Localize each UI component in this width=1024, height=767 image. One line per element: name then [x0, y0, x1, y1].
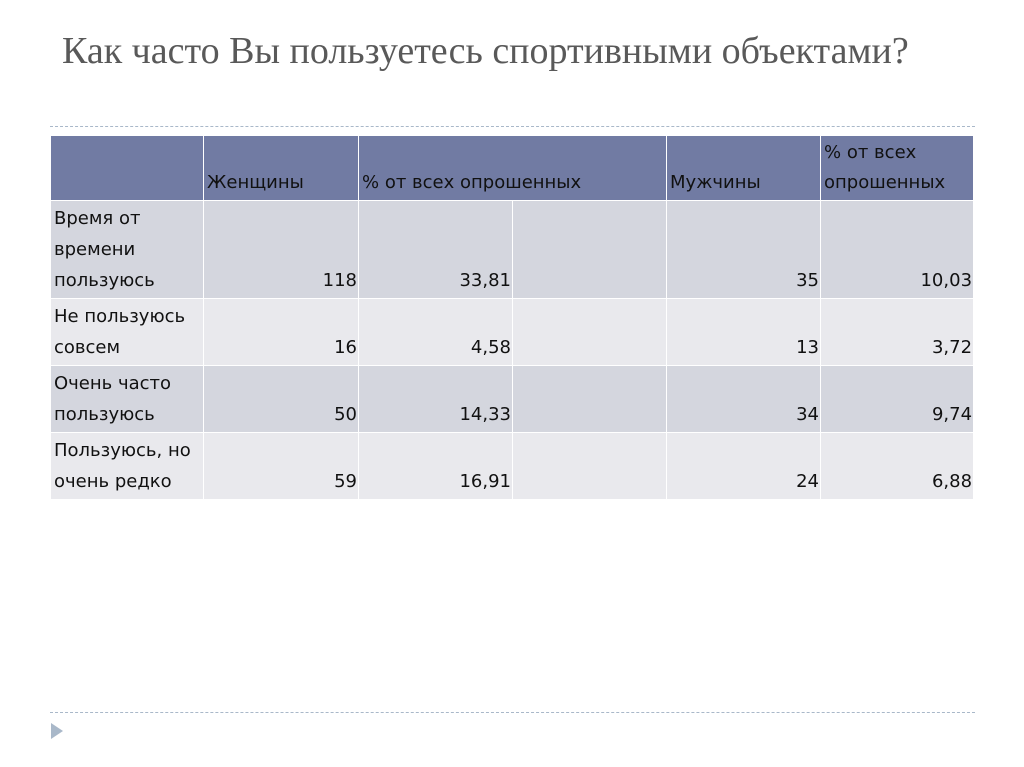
row-label: Очень часто пользуюсь: [50, 365, 204, 433]
header-cell: Женщины: [203, 135, 359, 201]
table-row: Очень часто пользуюсь 50 14,33 34 9,74: [50, 365, 975, 433]
value-cell: 59: [203, 432, 359, 500]
row-label: Пользуюсь, но очень редко: [50, 432, 204, 500]
header-cell: % от всех опрошенных: [820, 135, 975, 201]
value-cell: 24: [666, 432, 822, 500]
value-cell: 33,81: [358, 200, 513, 299]
slide-title: Как часто Вы пользуетесь спортивными объ…: [62, 30, 909, 72]
empty-cell: [511, 298, 668, 366]
value-cell: 10,03: [820, 200, 975, 299]
header-cell: Мужчины: [666, 135, 822, 201]
value-cell: 14,33: [358, 365, 513, 433]
value-cell: 13: [666, 298, 822, 366]
header-row: Женщины% от всех опрошенных Мужчины% от в…: [50, 135, 975, 201]
value-cell: 118: [203, 200, 359, 299]
value-cell: 6,88: [820, 432, 975, 500]
table-body: Время от времени пользуюсь 118 33,81 35 10,0…: [50, 200, 975, 500]
row-label: Не пользуюсь совсем: [50, 298, 204, 366]
value-cell: 50: [203, 365, 359, 433]
bullet-icon: [51, 723, 63, 739]
header-cell: [50, 135, 204, 201]
value-cell: 35: [666, 200, 822, 299]
table-row: Не пользуюсь совсем 16 4,58 13 3,72: [50, 298, 975, 366]
data-table: Женщины% от всех опрошенных Мужчины% от в…: [50, 135, 975, 500]
value-cell: 16: [203, 298, 359, 366]
empty-cell: [511, 365, 668, 433]
value-cell: 4,58: [358, 298, 513, 366]
row-label: Время от времени пользуюсь: [50, 200, 204, 299]
divider: [50, 126, 975, 127]
divider: [50, 712, 975, 713]
value-cell: 34: [666, 365, 822, 433]
value-cell: 9,74: [820, 365, 975, 433]
table-row: Время от времени пользуюсь 118 33,81 35 10,0…: [50, 200, 975, 299]
empty-cell: [511, 432, 668, 500]
value-cell: 16,91: [358, 432, 513, 500]
header-cell: % от всех опрошенных: [357, 135, 668, 201]
empty-cell: [511, 200, 668, 299]
table-row: Пользуюсь, но очень редко 59 16,91 24 6,88: [50, 432, 975, 500]
value-cell: 3,72: [820, 298, 975, 366]
